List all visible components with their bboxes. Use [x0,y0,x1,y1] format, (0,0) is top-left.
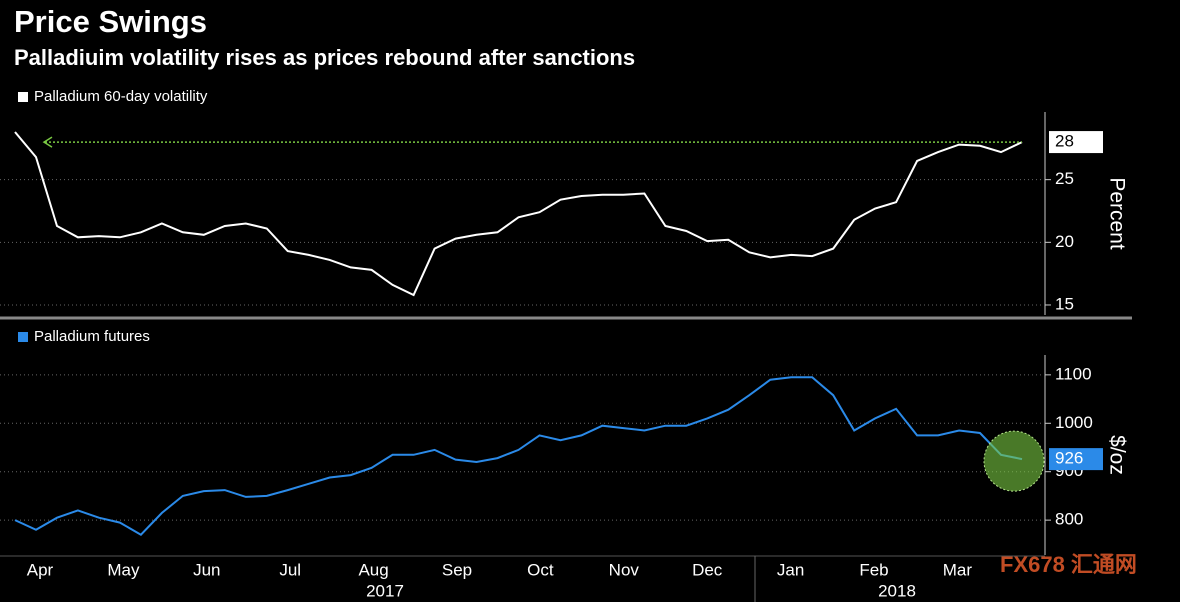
last-value-label: 926 [1055,449,1083,468]
x-tick-label: Mar [943,560,973,579]
x-tick-label: Jan [777,560,804,579]
chart-subtitle: Palladiuim volatility rises as prices re… [14,45,635,70]
x-tick-label: Aug [358,560,388,579]
last-value-box [1049,131,1103,154]
x-tick-label: Oct [527,560,554,579]
legend-label: Palladium 60-day volatility [34,88,208,105]
year-label: 2017 [366,581,404,600]
x-tick-label: Feb [859,560,888,579]
legend-swatch [18,92,28,102]
x-tick-label: Apr [27,560,54,579]
axis-title: $/oz [1105,435,1128,475]
x-tick-label: Dec [692,560,723,579]
y-tick-label: 25 [1055,169,1074,188]
last-value-label: 28 [1055,132,1074,151]
x-tick-label: Nov [609,560,640,579]
year-label: 2018 [878,581,916,600]
data-line [14,376,1023,536]
chart-title: Price Swings [14,4,207,39]
highlight-circle [983,430,1045,492]
y-tick-label: 800 [1055,510,1083,529]
data-line [14,131,1023,297]
arrow-head [42,136,53,148]
y-tick-label: 1000 [1055,413,1093,432]
y-tick-label: 20 [1055,232,1074,251]
last-value-box [1049,448,1103,471]
x-tick-label: Jul [279,560,301,579]
legend-label: Palladium futures [34,328,150,345]
x-tick-label: May [107,560,140,579]
x-tick-label: Sep [442,560,472,579]
legend-swatch [18,332,28,342]
y-tick-label: 15 [1055,294,1074,313]
y-tick-label: 1100 [1055,364,1092,383]
axis-title: Percent [1105,177,1128,250]
x-tick-label: Jun [193,560,220,579]
watermark: FX678 汇通网 [1000,552,1137,577]
